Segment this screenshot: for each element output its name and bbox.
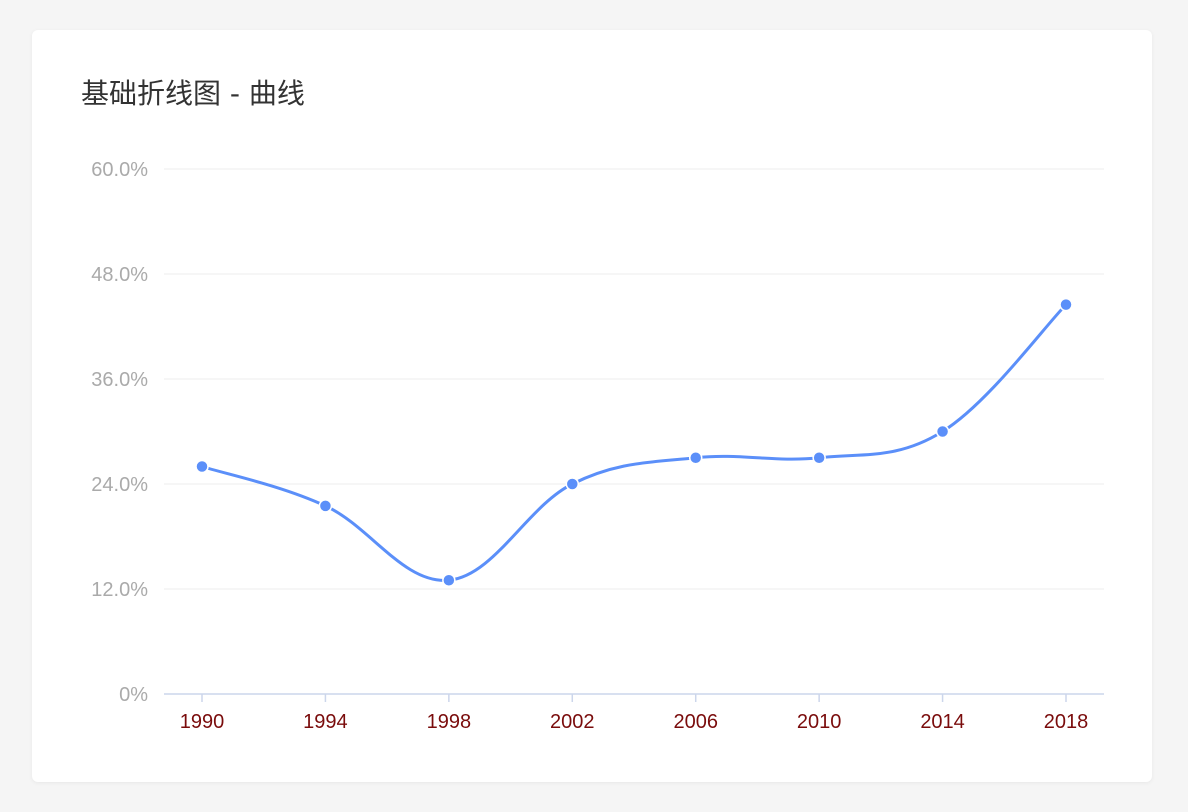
series-line — [195, 297, 1073, 587]
chart-title: 基础折线图 - 曲线 — [81, 77, 305, 110]
x-tick-label: 1990 — [180, 711, 225, 733]
x-tick-label: 1994 — [303, 711, 348, 733]
data-point[interactable] — [442, 573, 456, 587]
y-tick-label: 36.0% — [91, 369, 148, 391]
data-point[interactable] — [688, 451, 703, 465]
y-tick-label: 12.0% — [91, 579, 148, 601]
data-point[interactable] — [1059, 297, 1073, 312]
data-point[interactable] — [935, 424, 950, 439]
axes — [164, 693, 1104, 702]
series-line-path — [200, 303, 1068, 582]
y-tick-label: 48.0% — [91, 264, 148, 286]
line-chart: 0% 12.0% 24.0% 36.0% 48.0% 60.0% 1990 1994 1998 2… — [91, 159, 1104, 733]
data-point[interactable] — [318, 499, 333, 513]
x-tick-label: 2018 — [1044, 711, 1089, 733]
chart-card: 基础折线图 - 曲线 0% 12.0% 24.0% 36.0% 48.0% 60.0% 19… — [32, 30, 1152, 782]
data-point[interactable] — [195, 459, 209, 474]
y-tick-label: 0% — [119, 684, 148, 706]
x-tick-label: 2006 — [673, 711, 718, 733]
grid-lines — [164, 168, 1104, 590]
y-tick-label: 24.0% — [91, 474, 148, 496]
y-tick-label: 60.0% — [91, 159, 148, 181]
tick-labels: 0% 12.0% 24.0% 36.0% 48.0% 60.0% 1990 1994 1998 2… — [91, 159, 1088, 733]
x-tick-label: 2010 — [797, 711, 842, 733]
x-tick-label: 2002 — [550, 711, 595, 733]
data-point[interactable] — [565, 477, 580, 491]
x-tick-label: 2014 — [920, 711, 965, 733]
x-tick-label: 1998 — [427, 711, 472, 733]
data-point[interactable] — [812, 451, 826, 465]
